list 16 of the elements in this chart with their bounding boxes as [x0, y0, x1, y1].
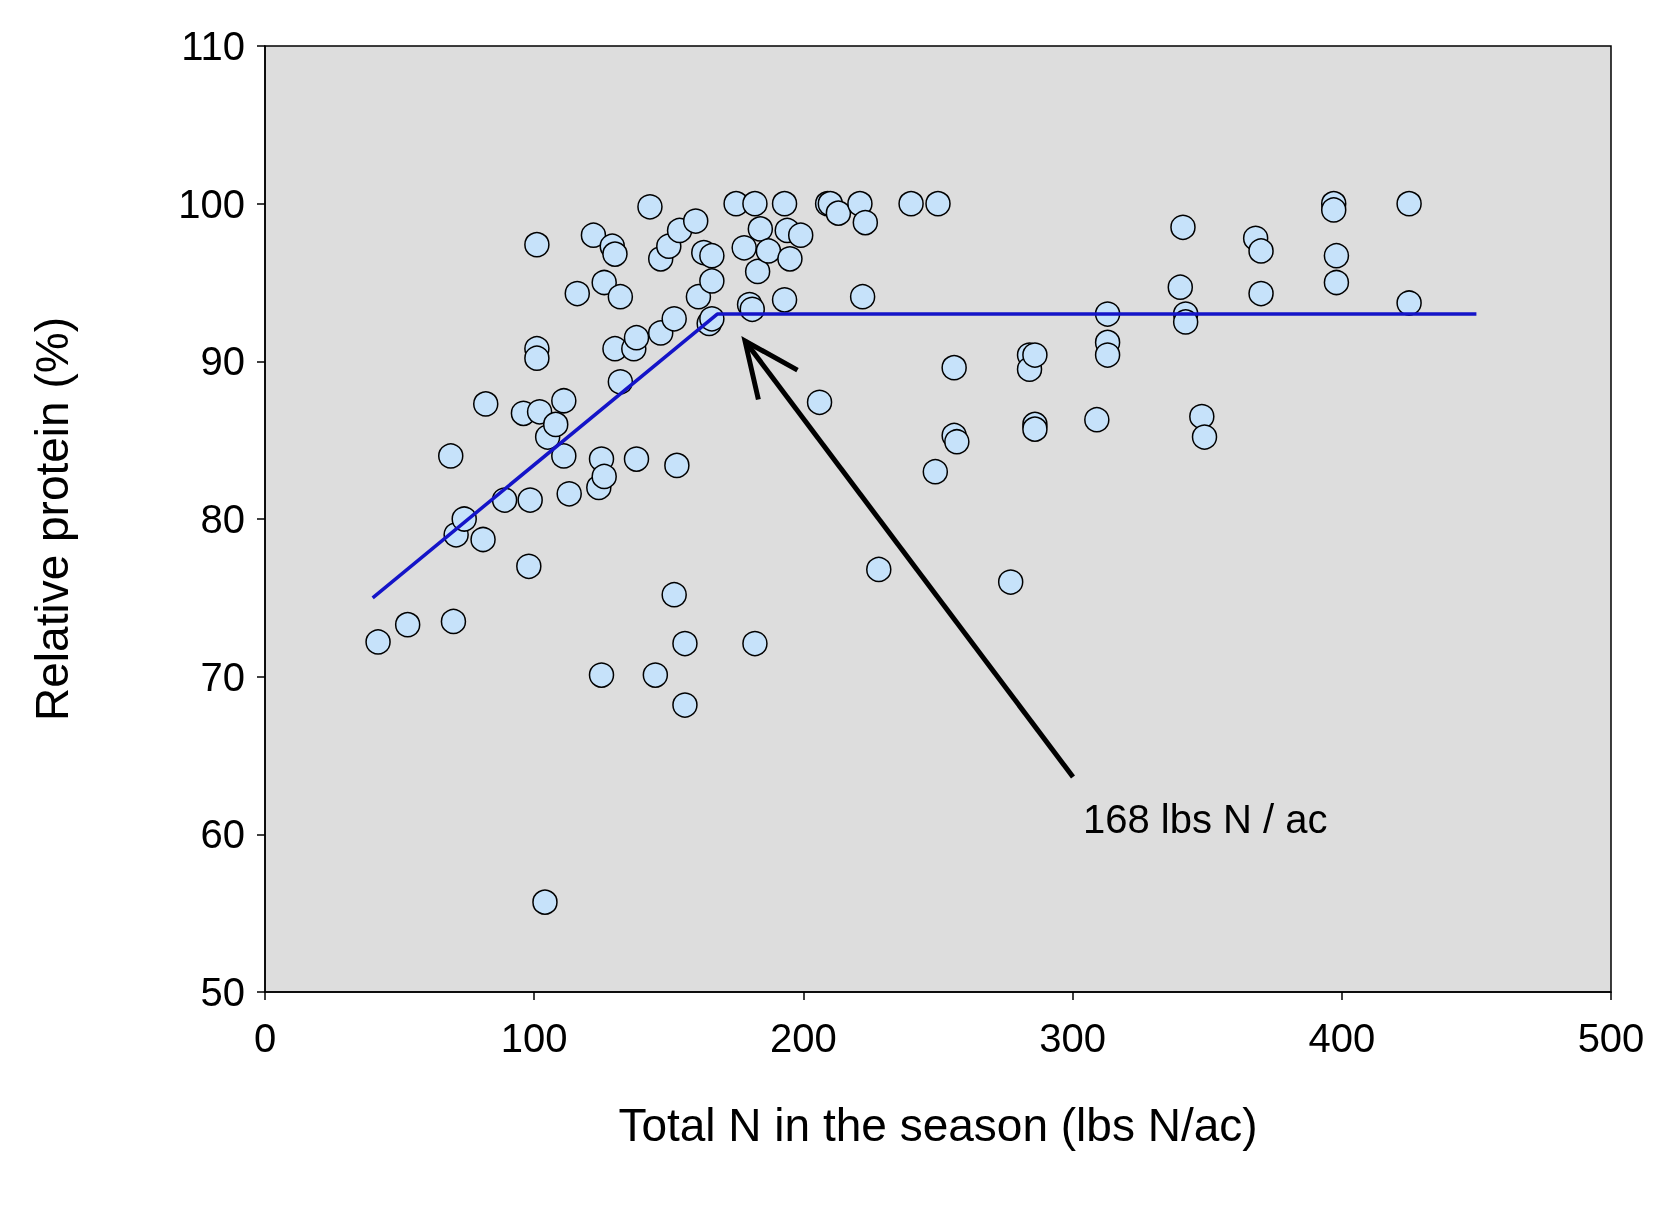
x-tick-label: 400 — [1308, 1016, 1376, 1060]
x-tick-label: 200 — [770, 1016, 837, 1060]
x-axis-title: Total N in the season (lbs N/ac) — [618, 1099, 1258, 1151]
y-tick-label: 60 — [200, 812, 245, 857]
x-tick-label: 300 — [1039, 1016, 1106, 1060]
y-tick-label: 100 — [178, 181, 245, 226]
y-tick-label: 90 — [200, 339, 245, 384]
y-tick-label: 110 — [181, 24, 245, 68]
x-tick-label: 500 — [1577, 1016, 1645, 1060]
y-axis-title: Relative protein (%) — [26, 317, 78, 721]
x-tick-label: 100 — [500, 1016, 568, 1060]
y-tick-label: 70 — [200, 654, 245, 699]
y-tick-label: 80 — [200, 497, 245, 541]
y-tick-label: 50 — [200, 970, 245, 1014]
annotation: 168 lbs N / ac — [1083, 797, 1328, 842]
x-tick-label: 0 — [253, 1016, 277, 1060]
